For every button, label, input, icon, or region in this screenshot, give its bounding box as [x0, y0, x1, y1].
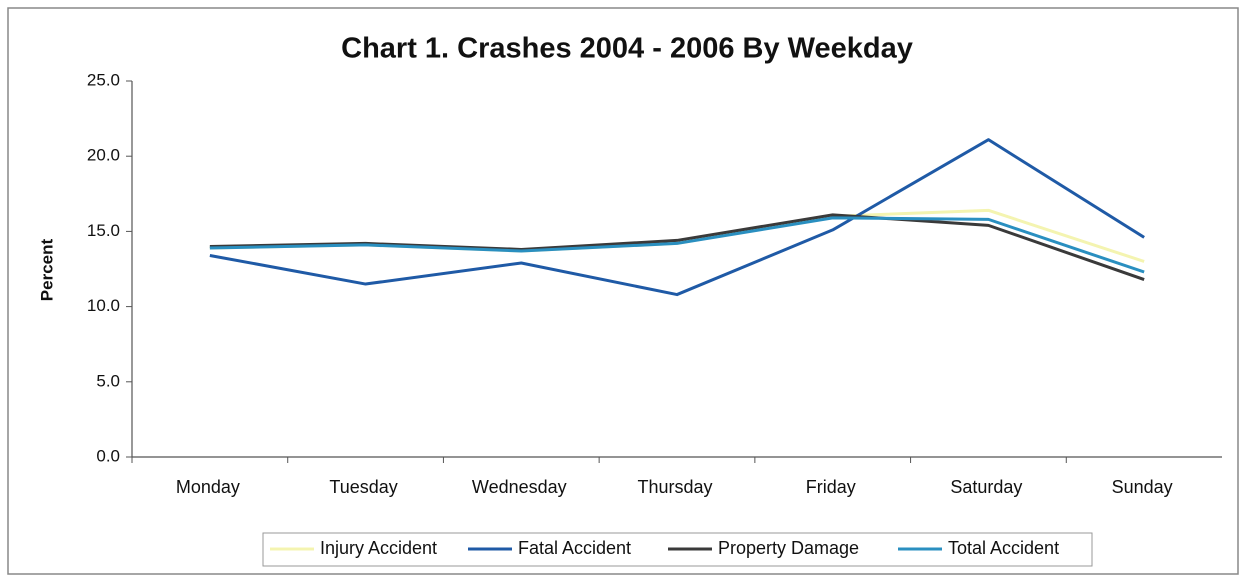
y-tick-label: 5.0	[96, 371, 120, 390]
legend-label: Property Damage	[718, 538, 859, 558]
x-tick-label: Friday	[806, 477, 856, 497]
y-tick-label: 10.0	[87, 296, 120, 315]
y-tick-label: 15.0	[87, 221, 120, 240]
x-tick-label: Monday	[176, 477, 240, 497]
series-line	[209, 138, 1145, 297]
y-tick-label: 20.0	[87, 146, 120, 165]
x-tick-label: Sunday	[1112, 477, 1173, 497]
series-line	[209, 216, 1145, 274]
legend-label: Fatal Accident	[518, 538, 631, 558]
x-tick-label: Saturday	[950, 477, 1022, 497]
y-tick-label: 0.0	[96, 446, 120, 465]
series-line	[209, 213, 1145, 281]
legend-label: Injury Accident	[320, 538, 437, 558]
y-tick-label: 25.0	[87, 70, 120, 89]
x-tick-label: Wednesday	[472, 477, 567, 497]
x-tick-label: Thursday	[637, 477, 712, 497]
x-tick-label: Tuesday	[329, 477, 397, 497]
legend-label: Total Accident	[948, 538, 1059, 558]
chart-title: Chart 1. Crashes 2004 - 2006 By Weekday	[341, 33, 913, 65]
y-axis-label: Percent	[37, 238, 56, 301]
chart-frame	[7, 7, 1239, 575]
